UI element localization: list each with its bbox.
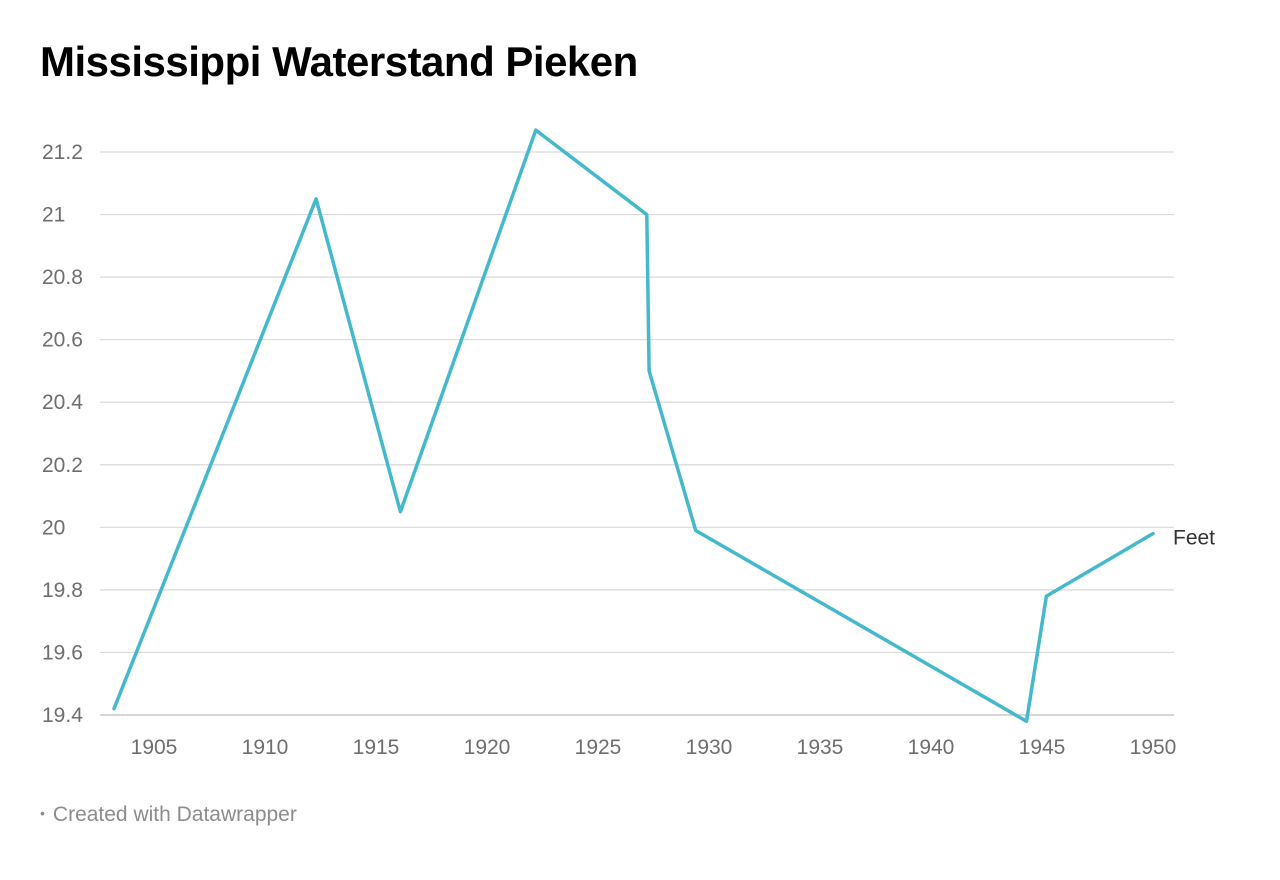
y-tick-label: 19.8 — [42, 579, 83, 602]
footer-credit: • Created with Datawrapper — [40, 803, 297, 827]
credit-text: Created with Datawrapper — [52, 803, 297, 826]
y-tick-label: 21.2 — [42, 141, 83, 164]
y-tick-label: 19.4 — [42, 704, 83, 727]
y-tick-label: 20.6 — [42, 329, 83, 352]
series-label: Feet — [1173, 527, 1215, 550]
x-tick-label: 1915 — [353, 736, 400, 759]
x-tick-label: 1950 — [1130, 736, 1177, 759]
gridlines — [100, 151, 1174, 716]
x-tick-label: 1945 — [1019, 736, 1066, 759]
x-tick-label: 1925 — [575, 736, 622, 759]
y-tick-label: 21 — [42, 204, 65, 227]
series-line-0 — [112, 128, 1155, 724]
y-tick-label: 20 — [42, 516, 65, 539]
x-tick-label: 1935 — [797, 736, 844, 759]
y-tick-label: 20.4 — [42, 391, 83, 414]
y-tick-label: 20.8 — [42, 266, 83, 289]
x-axis-ticks: 1905 1910 1915 1920 1925 1930 1935 1940 1945 1950 — [131, 736, 1177, 759]
y-tick-label: 20.2 — [42, 454, 83, 477]
series-lines — [112, 128, 1155, 724]
series-labels: Feet — [1173, 527, 1215, 550]
chart-title: Mississippi Waterstand Pieken — [40, 38, 638, 85]
x-tick-label: 1910 — [242, 736, 289, 759]
x-tick-label: 1905 — [131, 736, 178, 759]
x-tick-label: 1920 — [464, 736, 511, 759]
x-tick-label: 1940 — [908, 736, 955, 759]
x-tick-label: 1930 — [686, 736, 733, 759]
y-axis-ticks: 19.4 19.6 19.8 20 20.2 20.4 20.6 20.8 21 21.2 — [42, 141, 83, 727]
y-tick-label: 19.6 — [42, 641, 83, 664]
bullet-icon: • — [40, 805, 45, 821]
